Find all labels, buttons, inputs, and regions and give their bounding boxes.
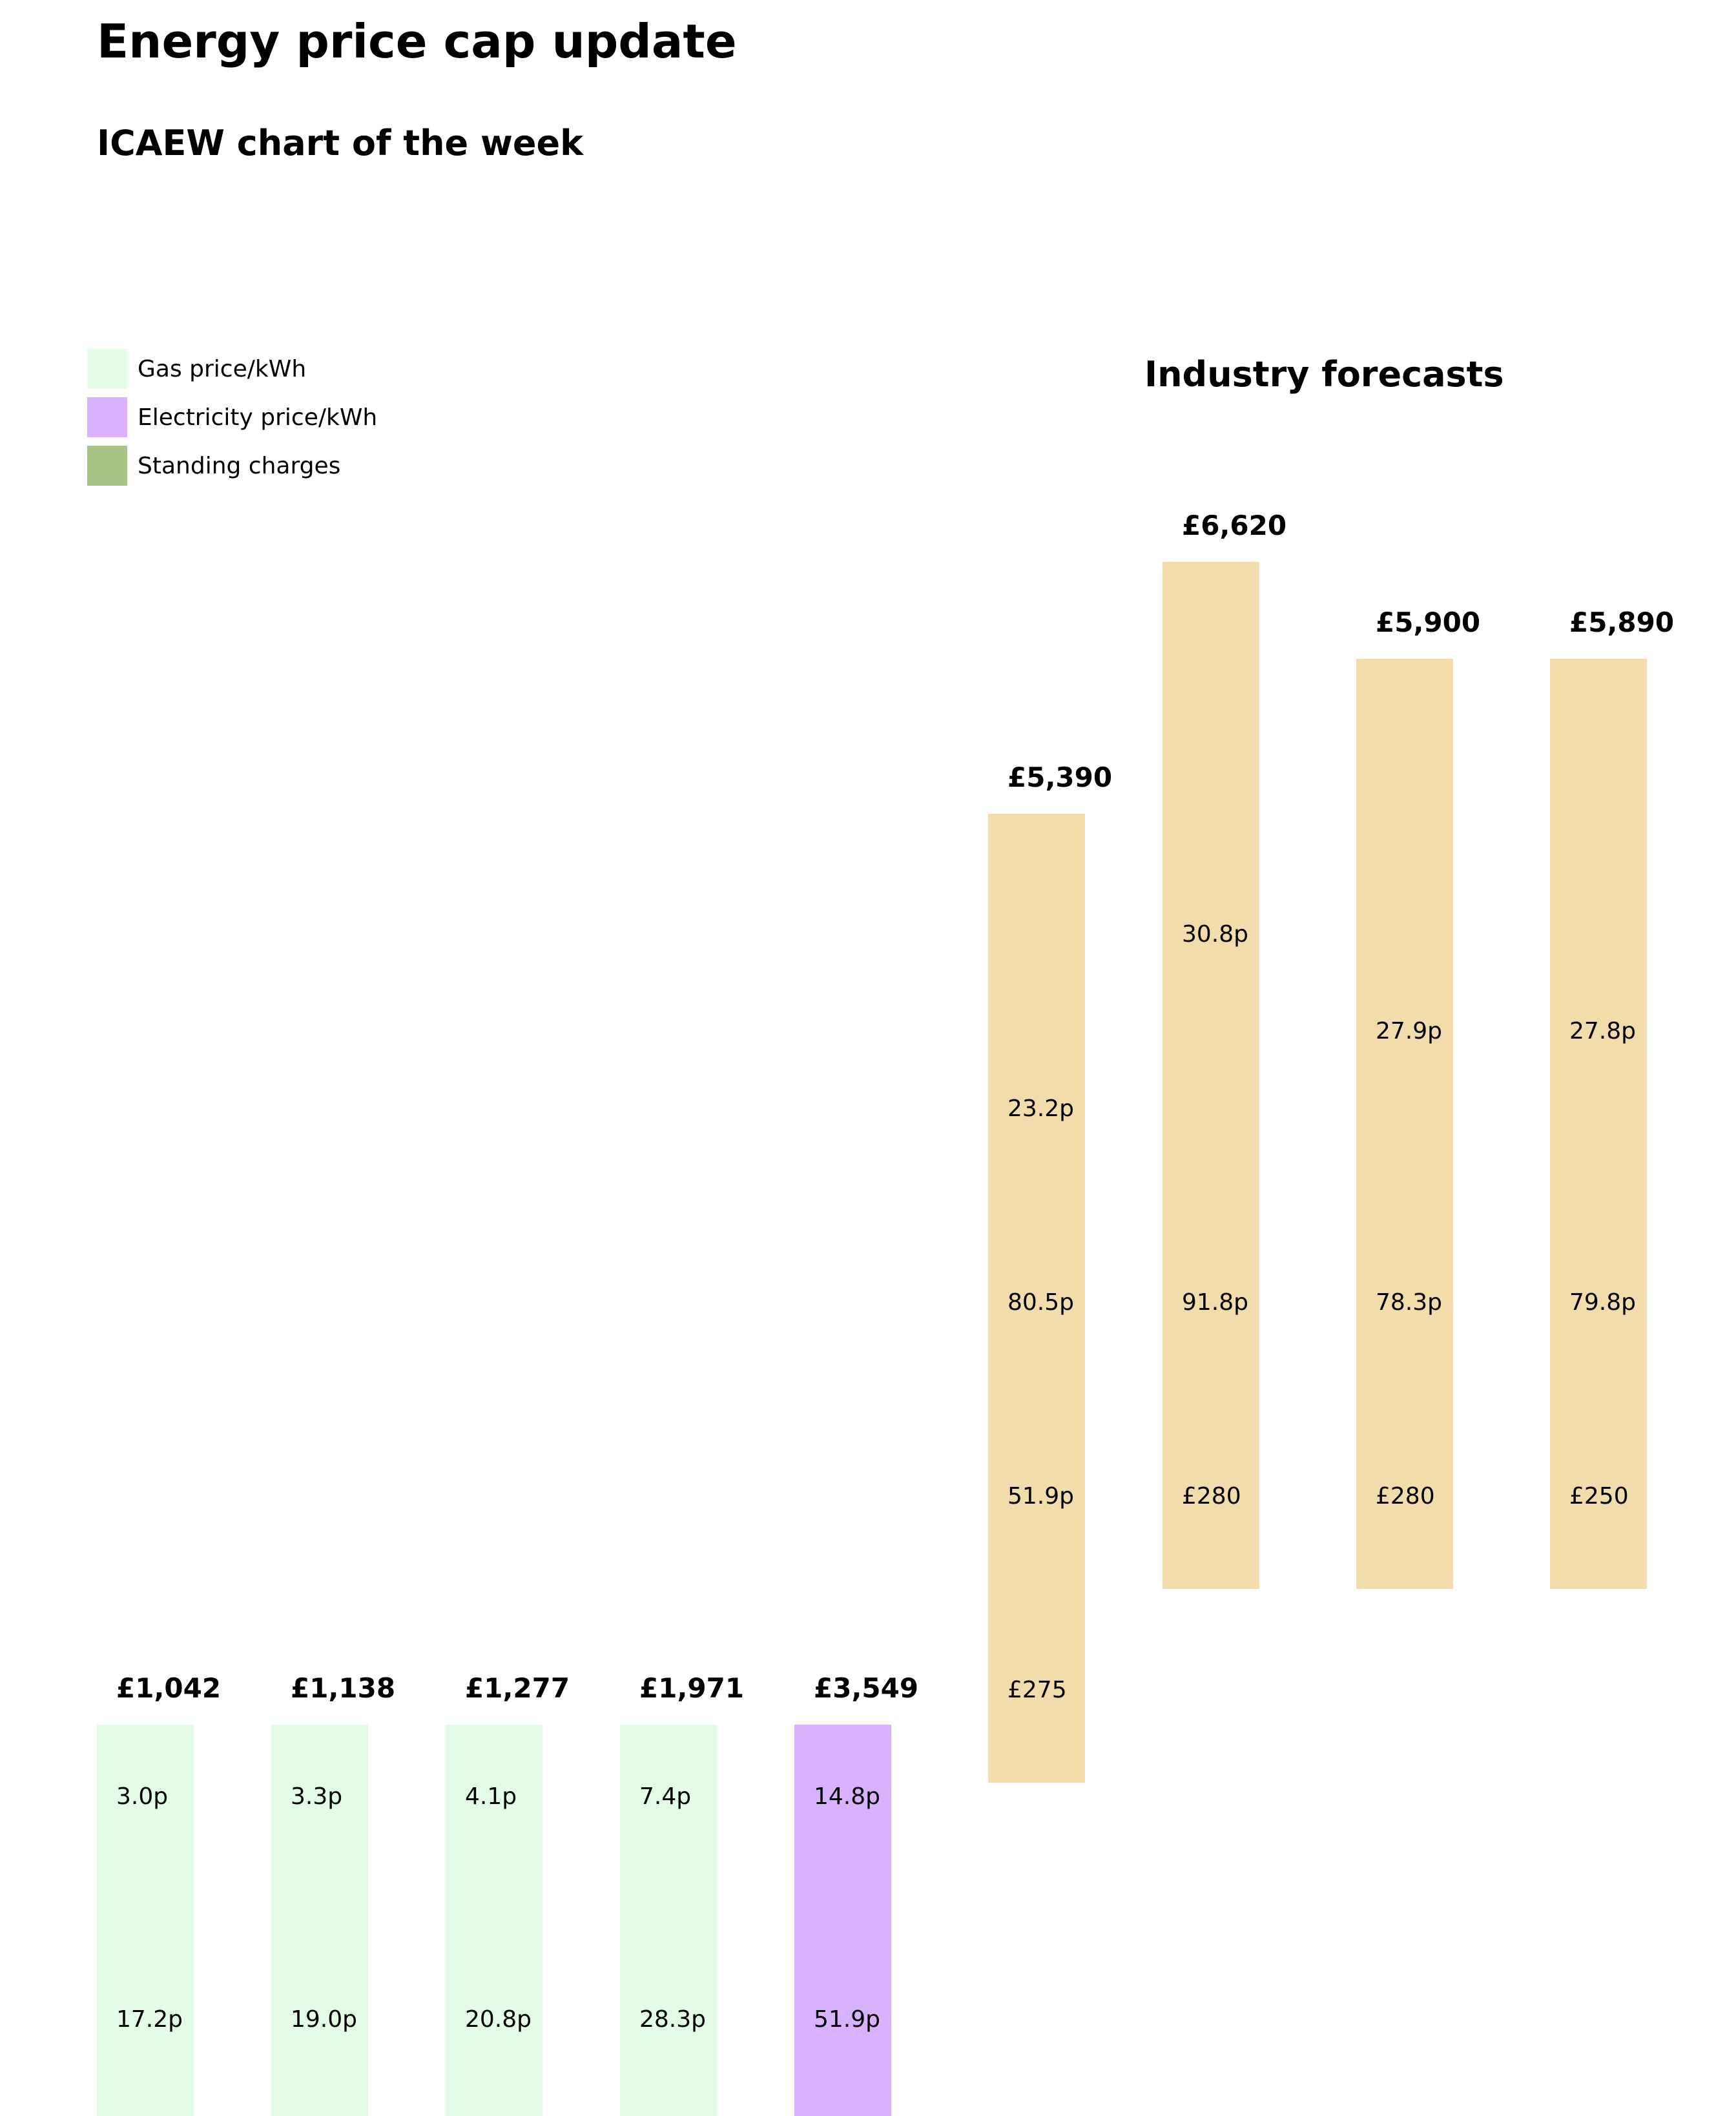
bar-segment-label: £280 xyxy=(1376,1483,1435,1509)
bar-7 xyxy=(1162,562,1259,1589)
bar-segment-label: 91.8p xyxy=(1182,1289,1248,1316)
bar-total-label: £3,549 xyxy=(814,1672,918,1704)
bar-segment-label: £275 xyxy=(1008,1677,1067,1703)
bar-6 xyxy=(988,814,1085,1783)
bar-total-label: £1,138 xyxy=(291,1672,395,1704)
bar-8 xyxy=(1356,659,1453,1589)
bar-4 xyxy=(620,1725,717,2116)
legend: Gas price/kWh Electricity price/kWh Stan… xyxy=(87,349,377,494)
bar-segment-label: 79.8p xyxy=(1569,1289,1636,1316)
bar-1 xyxy=(97,1725,194,2116)
bar-total-label: £6,620 xyxy=(1182,510,1286,541)
bar-segment-label: 17.2p xyxy=(116,2006,183,2033)
bar-segment-label: 7.4p xyxy=(639,1783,691,1810)
legend-label-gas: Gas price/kWh xyxy=(138,355,307,382)
forecast-heading: Industry forecasts xyxy=(1144,354,1504,395)
bar-5 xyxy=(794,1725,891,2116)
bar-segment-label: 78.3p xyxy=(1376,1289,1442,1316)
bar-segment-label: 14.8p xyxy=(814,1783,880,1810)
bar-total-label: £1,277 xyxy=(465,1672,570,1704)
bar-segment-label: 51.9p xyxy=(814,2006,880,2033)
chart-subtitle: ICAEW chart of the week xyxy=(97,123,584,163)
bar-segment-label: 19.0p xyxy=(291,2006,357,2033)
legend-item-electricity: Electricity price/kWh xyxy=(87,397,377,437)
bar-segment-label: 3.3p xyxy=(291,1783,342,1810)
bar-9 xyxy=(1550,659,1647,1589)
bar-segment-label: 30.8p xyxy=(1182,921,1248,948)
bar-segment-label: 4.1p xyxy=(465,1783,517,1810)
bar-segment-label: 28.3p xyxy=(639,2006,706,2033)
bar-segment-label: £250 xyxy=(1569,1483,1629,1509)
legend-swatch-electricity xyxy=(87,397,127,437)
legend-item-standing-charges: Standing charges xyxy=(87,446,377,486)
bar-total-label: £5,890 xyxy=(1569,607,1674,638)
bar-segment-label: 80.5p xyxy=(1008,1289,1074,1316)
bar-segment-label: 23.2p xyxy=(1008,1095,1074,1122)
bar-segment-label: £280 xyxy=(1182,1483,1241,1509)
bar-segment-label: 27.9p xyxy=(1376,1018,1442,1044)
legend-swatch-standing-charges xyxy=(87,446,127,486)
bar-segment-label: 51.9p xyxy=(1008,1483,1074,1509)
legend-label-electricity: Electricity price/kWh xyxy=(138,404,378,431)
bar-segment-label: 20.8p xyxy=(465,2006,532,2033)
bar-3 xyxy=(446,1725,542,2116)
legend-label-standing-charges: Standing charges xyxy=(138,452,341,479)
legend-item-gas: Gas price/kWh xyxy=(87,349,377,389)
bar-2 xyxy=(271,1725,368,2116)
legend-swatch-gas xyxy=(87,349,127,389)
bar-total-label: £5,900 xyxy=(1376,607,1480,638)
bar-total-label: £1,042 xyxy=(116,1672,221,1704)
bar-total-label: £1,971 xyxy=(639,1672,744,1704)
bar-total-label: £5,390 xyxy=(1008,762,1112,793)
chart-title: Energy price cap update xyxy=(97,14,737,68)
bar-segment-label: 27.8p xyxy=(1569,1018,1636,1044)
bar-segment-label: 3.0p xyxy=(116,1783,168,1810)
